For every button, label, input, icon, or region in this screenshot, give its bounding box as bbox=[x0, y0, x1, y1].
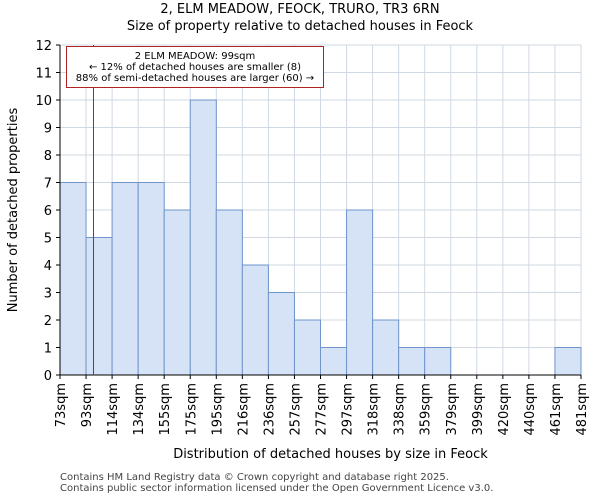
histogram-bar bbox=[163, 209, 191, 376]
histogram-bar bbox=[424, 347, 452, 376]
annotation-larger: 88% of semi-detached houses are larger (… bbox=[75, 73, 315, 84]
histogram-bar bbox=[372, 319, 400, 376]
x-tick-label: 440sqm bbox=[523, 383, 538, 436]
footer: Contains HM Land Registry data © Crown c… bbox=[60, 472, 493, 494]
x-tick-label: 216sqm bbox=[236, 383, 251, 436]
x-tick-label: 461sqm bbox=[549, 383, 564, 436]
x-tick-label: 93sqm bbox=[80, 383, 95, 427]
histogram-bar bbox=[267, 292, 295, 376]
histogram-bar bbox=[111, 182, 139, 376]
x-tick-label: 155sqm bbox=[158, 383, 173, 436]
histogram-bar bbox=[554, 347, 582, 376]
x-tick-label: 481sqm bbox=[575, 383, 590, 436]
annotation-title: 2 ELM MEADOW: 99sqm bbox=[134, 51, 256, 62]
y-tick-label: 4 bbox=[44, 259, 52, 274]
histogram-bar bbox=[137, 182, 165, 376]
y-tick-label: 12 bbox=[35, 39, 52, 54]
histogram-bar bbox=[398, 347, 426, 376]
y-tick-label: 2 bbox=[44, 314, 52, 329]
x-tick-label: 277sqm bbox=[315, 383, 330, 436]
y-tick-label: 11 bbox=[35, 67, 52, 82]
x-tick-label: 114sqm bbox=[106, 383, 121, 436]
property-annotation: 2 ELM MEADOW: 99sqm ← 12% of detached ho… bbox=[66, 46, 324, 88]
chart-subtitle: Size of property relative to detached ho… bbox=[126, 19, 474, 34]
histogram-bar bbox=[189, 99, 217, 376]
histogram-bar bbox=[85, 237, 113, 376]
y-tick-label: 6 bbox=[44, 204, 52, 219]
footer-line-1: Contains HM Land Registry data © Crown c… bbox=[60, 472, 449, 483]
x-tick-label: 236sqm bbox=[262, 383, 277, 436]
y-axis-label: Number of detached properties bbox=[6, 108, 21, 313]
x-tick-label: 134sqm bbox=[132, 383, 147, 436]
y-tick-label: 7 bbox=[44, 177, 52, 192]
x-tick-label: 318sqm bbox=[367, 383, 382, 436]
histogram-bar bbox=[215, 209, 243, 376]
histogram-bar bbox=[241, 264, 269, 376]
chart-title: 2, ELM MEADOW, FEOCK, TRURO, TR3 6RN bbox=[160, 2, 440, 17]
y-tick-label: 10 bbox=[35, 94, 52, 109]
x-tick-label: 399sqm bbox=[471, 383, 486, 436]
footer-line-2: Contains public sector information licen… bbox=[60, 483, 494, 494]
x-tick-label: 420sqm bbox=[497, 383, 512, 436]
x-tick-label: 359sqm bbox=[419, 383, 434, 436]
y-tick-label: 3 bbox=[44, 287, 52, 302]
x-tick-label: 175sqm bbox=[184, 383, 199, 436]
histogram-bar bbox=[59, 182, 87, 376]
y-tick-label: 0 bbox=[44, 369, 52, 384]
x-tick-label: 73sqm bbox=[54, 383, 69, 427]
x-tick-label: 338sqm bbox=[393, 383, 408, 436]
histogram-bar bbox=[293, 319, 322, 376]
x-tick-label: 379sqm bbox=[445, 383, 460, 436]
x-tick-label: 257sqm bbox=[288, 383, 303, 436]
histogram-bar bbox=[320, 347, 348, 376]
y-tick-label: 8 bbox=[44, 149, 52, 164]
y-tick-label: 1 bbox=[44, 342, 52, 357]
y-tick-label: 5 bbox=[44, 232, 52, 247]
y-tick-label: 9 bbox=[44, 122, 52, 137]
x-tick-label: 195sqm bbox=[210, 383, 225, 436]
x-tick-label: 297sqm bbox=[341, 383, 356, 436]
histogram-bar bbox=[346, 209, 374, 376]
x-axis-label: Distribution of detached houses by size … bbox=[173, 447, 488, 462]
annotation-smaller: ← 12% of detached houses are smaller (8) bbox=[89, 62, 301, 73]
